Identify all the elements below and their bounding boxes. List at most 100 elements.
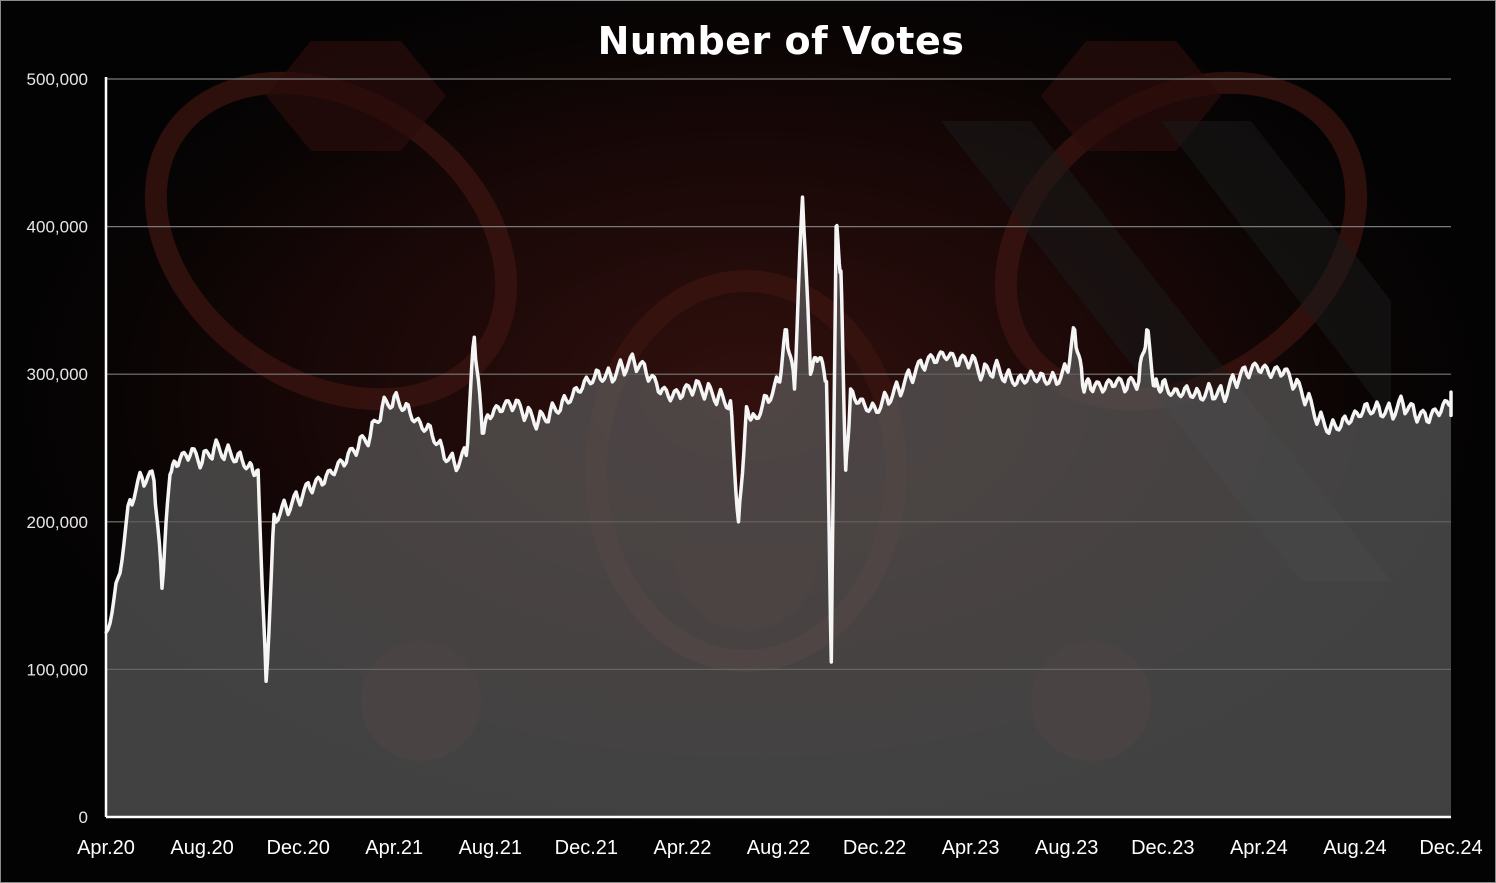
data-point <box>839 269 843 273</box>
data-point <box>1185 384 1189 388</box>
data-point <box>452 461 456 465</box>
data-point <box>1073 328 1077 332</box>
y-tick-label: 400,000 <box>27 218 88 237</box>
data-point <box>1221 393 1225 397</box>
data-point <box>168 473 172 477</box>
data-point <box>1081 384 1085 388</box>
y-axis-tick-labels: 0 100,000 200,000 300,000 400,000 500,000 <box>27 70 88 827</box>
data-point <box>785 328 788 332</box>
data-point <box>737 520 740 524</box>
data-point <box>1209 387 1213 391</box>
data-point <box>500 409 504 413</box>
x-tick-label: Apr.23 <box>942 837 1000 859</box>
data-point <box>1257 369 1261 373</box>
data-point <box>1153 384 1157 388</box>
data-point <box>620 365 624 369</box>
x-tick-label: Apr.20 <box>77 837 135 859</box>
data-point <box>849 387 853 391</box>
data-point <box>1305 397 1309 401</box>
data-point <box>765 394 768 398</box>
data-point <box>1065 368 1069 372</box>
data-point <box>644 372 648 376</box>
y-tick-label: 100,000 <box>27 660 88 679</box>
data-point <box>572 387 576 391</box>
data-point <box>680 394 684 398</box>
data-point <box>834 225 838 229</box>
data-point <box>1137 380 1141 384</box>
data-point <box>524 414 528 417</box>
data-point <box>1365 402 1369 406</box>
data-point <box>248 461 252 465</box>
x-tick-label: Apr.22 <box>654 837 712 859</box>
data-point <box>1449 402 1453 406</box>
y-tick-label: 300,000 <box>27 365 88 384</box>
x-tick-label: Aug.23 <box>1035 837 1098 859</box>
data-point <box>256 468 260 472</box>
data-point <box>560 399 564 403</box>
data-point <box>128 498 132 502</box>
chart-title: Number of Votes <box>597 19 965 63</box>
data-point <box>945 357 949 361</box>
data-point <box>745 405 748 409</box>
data-point <box>464 453 468 457</box>
data-point <box>188 453 192 457</box>
data-point <box>380 405 384 409</box>
data-point <box>272 512 276 516</box>
x-tick-label: Dec.20 <box>266 837 329 859</box>
data-point <box>212 446 216 450</box>
data-point <box>1161 380 1165 384</box>
data-point <box>793 387 796 391</box>
data-point <box>897 387 901 391</box>
x-tick-label: Aug.22 <box>747 837 810 859</box>
data-point <box>264 679 268 683</box>
data-point <box>440 446 444 450</box>
data-point <box>308 487 312 491</box>
data-point <box>1413 414 1417 417</box>
data-point <box>1233 380 1237 384</box>
data-point <box>284 505 288 509</box>
data-point <box>921 365 925 369</box>
data-point <box>140 476 144 479</box>
data-point <box>116 576 120 580</box>
x-tick-label: Aug.21 <box>459 837 522 859</box>
x-tick-label: Apr.21 <box>365 837 423 859</box>
data-point <box>1145 328 1149 332</box>
data-point <box>368 434 372 438</box>
data-point <box>1281 372 1285 376</box>
x-axis-tick-labels: Apr.20 Aug.20 Dec.20 Apr.21 Aug.21 Dec.21 Apr.… <box>77 837 1483 859</box>
data-point <box>1449 409 1453 413</box>
data-point <box>596 369 600 373</box>
data-point <box>608 372 612 376</box>
y-tick-label: 200,000 <box>27 513 88 532</box>
data-point <box>152 479 156 482</box>
data-point <box>1353 409 1357 413</box>
data-point <box>356 446 360 450</box>
data-point <box>344 461 348 465</box>
data-point <box>1329 424 1333 428</box>
data-point <box>296 498 300 502</box>
data-point <box>844 468 848 472</box>
axes <box>104 77 1451 819</box>
x-tick-label: Dec.21 <box>555 837 618 859</box>
data-point <box>829 660 833 664</box>
data-point <box>809 372 812 376</box>
data-point <box>1113 384 1117 388</box>
data-point <box>993 365 997 369</box>
data-point <box>1401 402 1405 406</box>
data-point <box>753 414 756 417</box>
data-point <box>160 586 164 590</box>
data-point <box>332 473 336 477</box>
data-point <box>873 405 877 409</box>
y-tick-label: 0 <box>79 808 88 827</box>
x-tick-label: Aug.24 <box>1323 837 1386 859</box>
x-tick-label: Dec.24 <box>1419 837 1482 859</box>
data-point <box>817 357 820 361</box>
data-point <box>1053 375 1057 379</box>
data-point <box>1029 369 1033 373</box>
data-point <box>1377 405 1381 409</box>
data-point <box>692 387 696 391</box>
data-point <box>1449 396 1453 400</box>
data-point <box>1125 387 1129 391</box>
